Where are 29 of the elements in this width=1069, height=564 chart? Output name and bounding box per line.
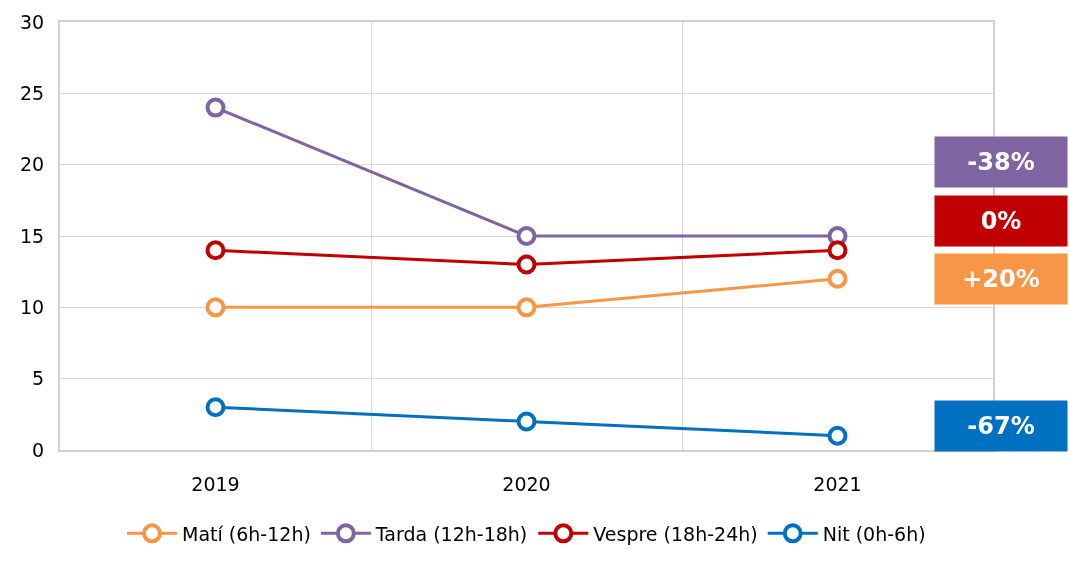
point	[827, 240, 848, 261]
legend-label: Vespre (18h-24h)	[593, 522, 758, 545]
legend-label: Tarda (12h-18h)	[374, 522, 528, 545]
point	[205, 240, 226, 261]
y-tick-label: 20	[20, 153, 45, 176]
point	[205, 397, 226, 418]
point	[827, 425, 848, 446]
point	[516, 411, 537, 432]
annotation: -38%	[967, 148, 1035, 176]
point	[516, 254, 537, 275]
x-tick-label: 2019	[191, 472, 240, 495]
annotation: -67%	[967, 412, 1035, 440]
x-tick-label: 2021	[813, 472, 862, 495]
y-tick-label: 30	[20, 10, 45, 33]
y-tick-label: 10	[20, 295, 45, 318]
point	[516, 297, 537, 318]
y-tick-label: 0	[32, 438, 45, 461]
annotation: 0%	[980, 207, 1022, 235]
point	[827, 268, 848, 289]
y-tick-label: 15	[20, 224, 45, 247]
y-tick-label: 5	[32, 367, 45, 390]
x-tick-label: 2020	[502, 472, 551, 495]
point	[516, 226, 537, 246]
legend-label: Nit (0h-6h)	[822, 522, 926, 545]
y-tick-label: 25	[20, 81, 45, 104]
point	[205, 297, 226, 318]
annotation: +20%	[962, 265, 1040, 293]
legend-label: Matí (6h-12h)	[182, 522, 311, 545]
point	[205, 97, 226, 118]
